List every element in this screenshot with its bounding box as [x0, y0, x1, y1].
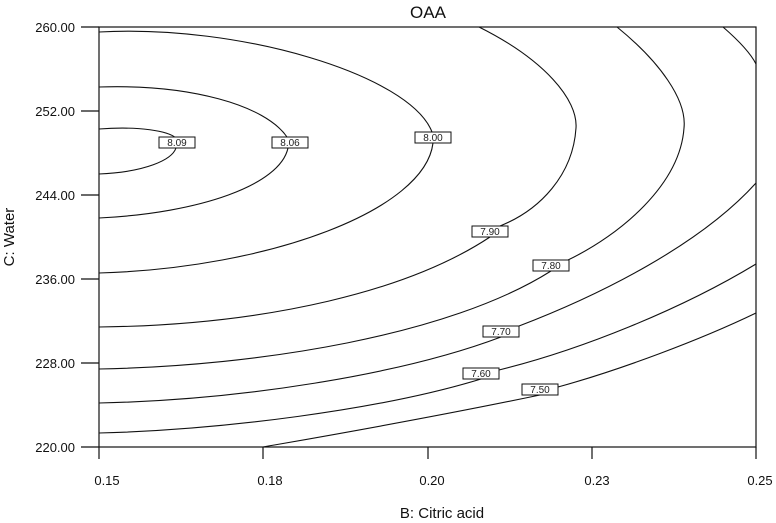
x-tick-label: 0.15: [94, 473, 119, 488]
svg-text:8.06: 8.06: [280, 138, 300, 149]
x-axis: 0.15 0.18 0.20 0.23 0.25 B: Citric acid: [94, 447, 773, 522]
contour-label-7.70: 7.70: [482, 325, 520, 338]
plot-area: [98, 26, 757, 448]
y-axis-title: C: Water: [1, 208, 18, 267]
svg-text:7.50: 7.50: [530, 385, 550, 396]
svg-text:7.90: 7.90: [480, 227, 500, 238]
contour-8.09: [98, 127, 177, 175]
x-tick-label: 0.23: [584, 473, 609, 488]
x-tick-label: 0.18: [257, 473, 282, 488]
contour-8.06: [98, 86, 289, 219]
x-axis-title: B: Citric acid: [400, 505, 484, 522]
contour-label-7.60: 7.60: [462, 367, 500, 380]
contour-7.70: [98, 182, 757, 404]
svg-text:8.09: 8.09: [167, 138, 187, 149]
contour-label-8.00: 8.00: [414, 131, 452, 144]
y-axis: 260.00 252.00 244.00 236.00 228.00 220.0…: [1, 20, 99, 455]
contour-7.90: [98, 26, 577, 328]
x-tick-label: 0.25: [747, 473, 772, 488]
contour-7.80: [98, 26, 685, 370]
contour-lines: [98, 26, 757, 448]
y-tick-label: 244.00: [35, 188, 75, 203]
svg-text:7.70: 7.70: [491, 327, 511, 338]
svg-text:8.00: 8.00: [423, 133, 443, 144]
y-tick-label: 260.00: [35, 20, 75, 35]
x-tick-label: 0.20: [419, 473, 444, 488]
svg-text:7.80: 7.80: [541, 261, 561, 272]
contour-8.00: [98, 30, 434, 274]
contour-7.50: [262, 312, 757, 448]
chart-title: OAA: [410, 3, 447, 22]
contour-label-7.90: 7.90: [471, 225, 509, 238]
contour-7.70-upper: [722, 26, 757, 65]
y-tick-label: 252.00: [35, 104, 75, 119]
contour-labels: 8.09 8.06 8.00 7.90 7.80 7.70 7.60 7.50: [158, 131, 570, 396]
svg-text:7.60: 7.60: [471, 369, 491, 380]
y-tick-label: 220.00: [35, 440, 75, 455]
contour-label-7.50: 7.50: [521, 383, 559, 396]
contour-label-8.09: 8.09: [158, 136, 196, 149]
contour-7.60: [98, 263, 757, 434]
contour-label-8.06: 8.06: [271, 136, 309, 149]
contour-label-7.80: 7.80: [532, 259, 570, 272]
y-tick-label: 228.00: [35, 356, 75, 371]
y-tick-label: 236.00: [35, 272, 75, 287]
